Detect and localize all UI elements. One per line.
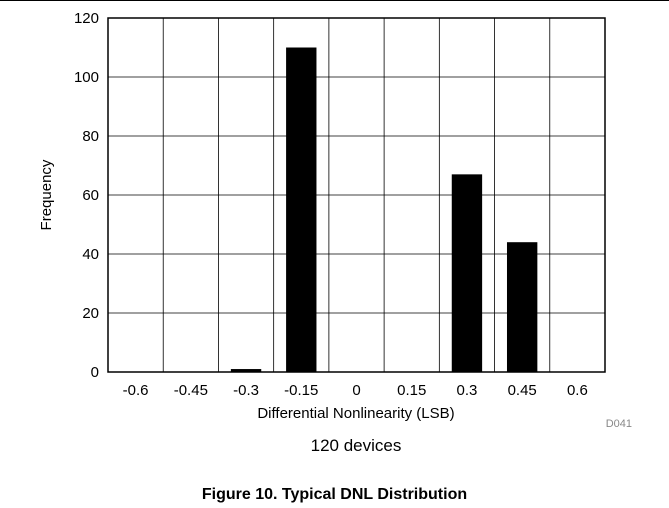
bar — [286, 47, 317, 372]
x-tick-labels: -0.6 -0.45 -0.3 -0.15 0 0.15 0.3 0.45 0.6 — [123, 382, 588, 399]
x-tick-label: -0.3 — [233, 382, 259, 399]
x-tick-label: 0.6 — [567, 382, 588, 399]
x-tick-label: 0.15 — [397, 382, 426, 399]
y-tick-label: 120 — [74, 10, 99, 27]
device-count-annotation: 120 devices — [311, 436, 402, 455]
y-tick-label: 60 — [82, 187, 99, 204]
bar — [506, 242, 538, 372]
bars — [230, 47, 538, 372]
y-tick-labels: 0 20 40 60 80 100 120 — [74, 10, 99, 381]
y-tick-label: 20 — [82, 305, 99, 322]
bar — [451, 174, 483, 372]
x-axis-label: Differential Nonlinearity (LSB) — [257, 405, 454, 422]
x-tick-label: -0.6 — [123, 382, 149, 399]
x-tick-label: -0.45 — [174, 382, 208, 399]
y-tick-label: 40 — [82, 246, 99, 263]
y-tick-label: 100 — [74, 69, 99, 86]
top-rule — [0, 0, 669, 1]
bar — [230, 369, 262, 372]
y-tick-label: 80 — [82, 128, 99, 145]
x-tick-label: 0.3 — [457, 382, 478, 399]
plot-frame — [107, 17, 606, 373]
figure-code: D041 — [606, 418, 632, 430]
x-tick-label: 0.45 — [508, 382, 537, 399]
y-axis-label: Frequency — [38, 159, 55, 230]
y-tick-label: 0 — [91, 364, 99, 381]
figure-caption: Figure 10. Typical DNL Distribution — [201, 486, 468, 503]
x-tick-label: 0 — [352, 382, 360, 399]
x-tick-label: -0.15 — [284, 382, 318, 399]
